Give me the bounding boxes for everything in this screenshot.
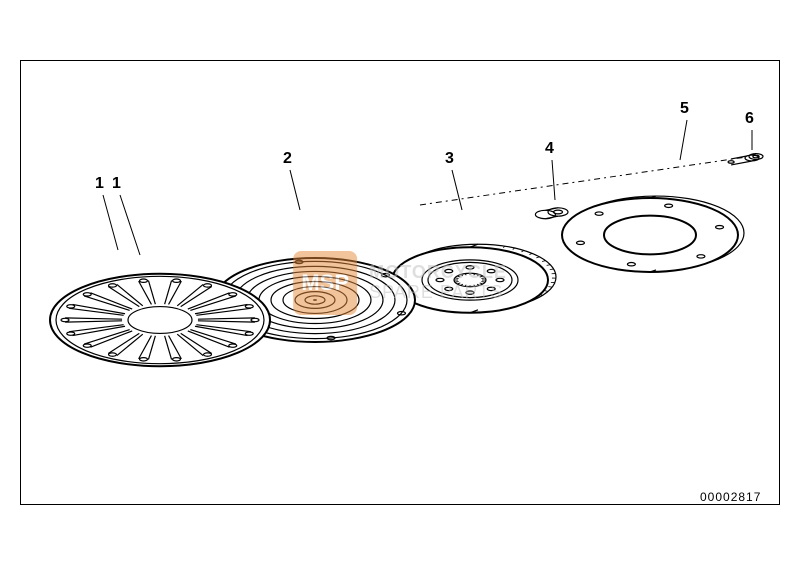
ref-label-3: 3 xyxy=(445,150,454,168)
ref-label-2: 2 xyxy=(283,150,292,168)
ref-label-6: 6 xyxy=(745,110,754,128)
ref-label-5: 5 xyxy=(680,100,689,118)
ref-label-1b: 1 xyxy=(112,175,121,193)
diagram-canvas: MSP MOTORCYCLE SPARE PARTS 1123456 00002… xyxy=(0,0,800,565)
ref-label-1a: 1 xyxy=(95,175,104,193)
diagram-svg xyxy=(0,0,800,565)
ref-label-4: 4 xyxy=(545,140,554,158)
drawing-number: 00002817 xyxy=(700,490,761,504)
